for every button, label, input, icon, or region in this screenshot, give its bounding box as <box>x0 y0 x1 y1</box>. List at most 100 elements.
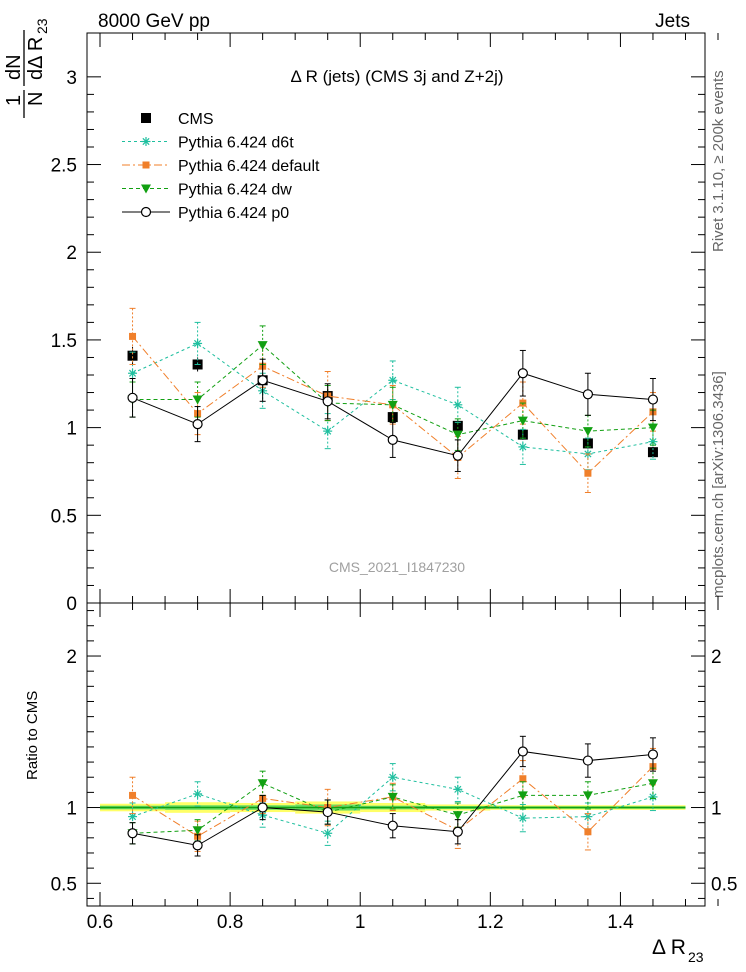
legend-marker <box>141 137 151 146</box>
ratio-point-dw <box>582 791 593 801</box>
star-stroke <box>194 790 202 798</box>
x-axis-label: Δ R <box>652 936 686 959</box>
main-point-default <box>584 469 592 477</box>
star-stroke <box>324 829 332 837</box>
ratio-axis-ticks: 0.5 0.5 1 1 2 2 0.6 0.8 1 1.2 1.4 <box>51 603 737 933</box>
ratio-point-p0 <box>582 755 594 766</box>
main-ylabel: 1 N dN dΔ R 23 <box>3 18 50 118</box>
star-stroke <box>142 137 150 146</box>
main-series-d6t <box>128 321 658 471</box>
ratio-xtick-label: 0.6 <box>87 912 113 933</box>
main-point-p0 <box>452 450 463 461</box>
ratio-point-dw <box>257 779 268 789</box>
x-axis-label-sub: 23 <box>688 949 704 965</box>
star-stroke <box>519 814 527 822</box>
ratio-point-dw <box>192 826 203 836</box>
legend-item-default: Pythia 6.424 default <box>122 158 320 175</box>
main-point-cms <box>127 350 138 361</box>
main-line-default <box>132 336 654 474</box>
ratio-point-default <box>584 828 592 836</box>
ratio-series-layer <box>127 735 659 857</box>
main-ytick-label: 3 <box>66 68 77 89</box>
legend-marker <box>142 161 150 169</box>
star-stroke <box>128 369 137 377</box>
star-stroke <box>519 443 527 451</box>
ratio-point-d6t <box>193 789 203 799</box>
ratio-point-p0 <box>192 840 203 851</box>
ratio-ytick-label-right: 2 <box>711 647 722 668</box>
star-stroke <box>324 427 332 435</box>
main-point-dw <box>582 427 593 437</box>
main-point-p0 <box>127 392 138 403</box>
ratio-point-d6t <box>388 772 398 782</box>
main-point-dw <box>387 400 398 410</box>
legend-item-dw: Pythia 6.424 dw <box>122 182 292 199</box>
main-point-p0 <box>257 375 268 386</box>
ratio-xtick-label: 0.8 <box>217 912 243 933</box>
main-series-p0 <box>127 349 659 472</box>
ylabel-dN: dN <box>3 54 25 80</box>
main-point-dw <box>257 341 268 351</box>
ratio-point-default <box>129 791 137 799</box>
legend-label: Pythia 6.424 p0 <box>178 205 289 222</box>
ratio-point-default <box>519 775 527 783</box>
ratio-point-d6t <box>518 813 528 823</box>
main-point-d6t <box>518 442 528 452</box>
legend-marker <box>141 184 151 194</box>
ratio-point-p0 <box>322 806 333 818</box>
main-point-cms <box>452 420 463 431</box>
legend-marker <box>141 113 151 123</box>
mcplots-label: mcplots.cern.ch [arXiv:1306.3436] <box>710 371 727 598</box>
ratio-series-p0 <box>127 735 659 857</box>
legend-label: Pythia 6.424 default <box>178 158 320 175</box>
ratio-ytick-label-right: 1 <box>711 799 722 820</box>
main-ytick-label: 2.5 <box>51 156 77 177</box>
main-ytick-label: 0 <box>66 594 77 615</box>
ratio-frame <box>86 602 706 907</box>
ratio-point-dw <box>647 779 658 789</box>
star-stroke <box>389 376 397 384</box>
main-point-p0 <box>647 394 659 405</box>
ratio-point-p0 <box>257 802 268 813</box>
ratio-xtick-label: 1.2 <box>477 912 503 933</box>
star-stroke <box>584 813 592 821</box>
main-point-d6t <box>193 338 203 348</box>
rivet-version-label: Rivet 3.1.10, ≥ 200k events <box>710 70 727 252</box>
ratio-point-p0 <box>452 826 463 837</box>
main-ytick-label: 2 <box>66 243 77 264</box>
star-stroke <box>128 813 137 821</box>
legend-item-p0: Pythia 6.424 p0 <box>122 205 289 222</box>
main-point-dw <box>647 423 658 433</box>
ratio-ytick-label-right: 0.5 <box>711 874 737 895</box>
main-point-p0 <box>517 368 528 379</box>
ylabel-denom: dΔ R <box>25 37 47 80</box>
star-stroke <box>194 339 202 348</box>
main-point-p0 <box>322 396 333 407</box>
main-point-d6t <box>388 375 398 385</box>
ratio-ytick-label-left: 2 <box>66 647 77 668</box>
main-ytick-label: 1 <box>66 419 77 440</box>
main-point-dw <box>517 416 528 426</box>
ratio-point-dw <box>387 792 398 802</box>
star-stroke <box>389 773 397 781</box>
watermark: CMS_2021_I1847230 <box>329 559 465 575</box>
main-axis-ticks: 0 0.5 1 1.5 2 2.5 3 <box>51 33 719 615</box>
legend-label: Pythia 6.424 d6t <box>178 135 294 152</box>
main-point-d6t <box>648 437 658 447</box>
legend-item-d6t: Pythia 6.424 d6t <box>122 135 294 152</box>
main-ytick-label: 1.5 <box>51 331 77 352</box>
main-point-p0 <box>192 419 203 430</box>
header-right: Jets <box>655 11 690 32</box>
ratio-point-dw <box>452 811 463 821</box>
legend-label: Pythia 6.424 dw <box>178 182 292 199</box>
star-stroke <box>454 401 462 409</box>
main-point-d6t <box>453 400 463 410</box>
main-point-default <box>129 332 137 340</box>
ratio-point-p0 <box>127 828 138 839</box>
main-point-d6t <box>128 368 138 378</box>
ylabel-N: N <box>25 92 47 106</box>
ratio-xtick-label: 1 <box>355 912 366 933</box>
ratio-ytick-label-left: 1 <box>66 799 77 820</box>
ylabel-one: 1 <box>3 95 25 106</box>
ratio-point-d6t <box>323 828 333 838</box>
